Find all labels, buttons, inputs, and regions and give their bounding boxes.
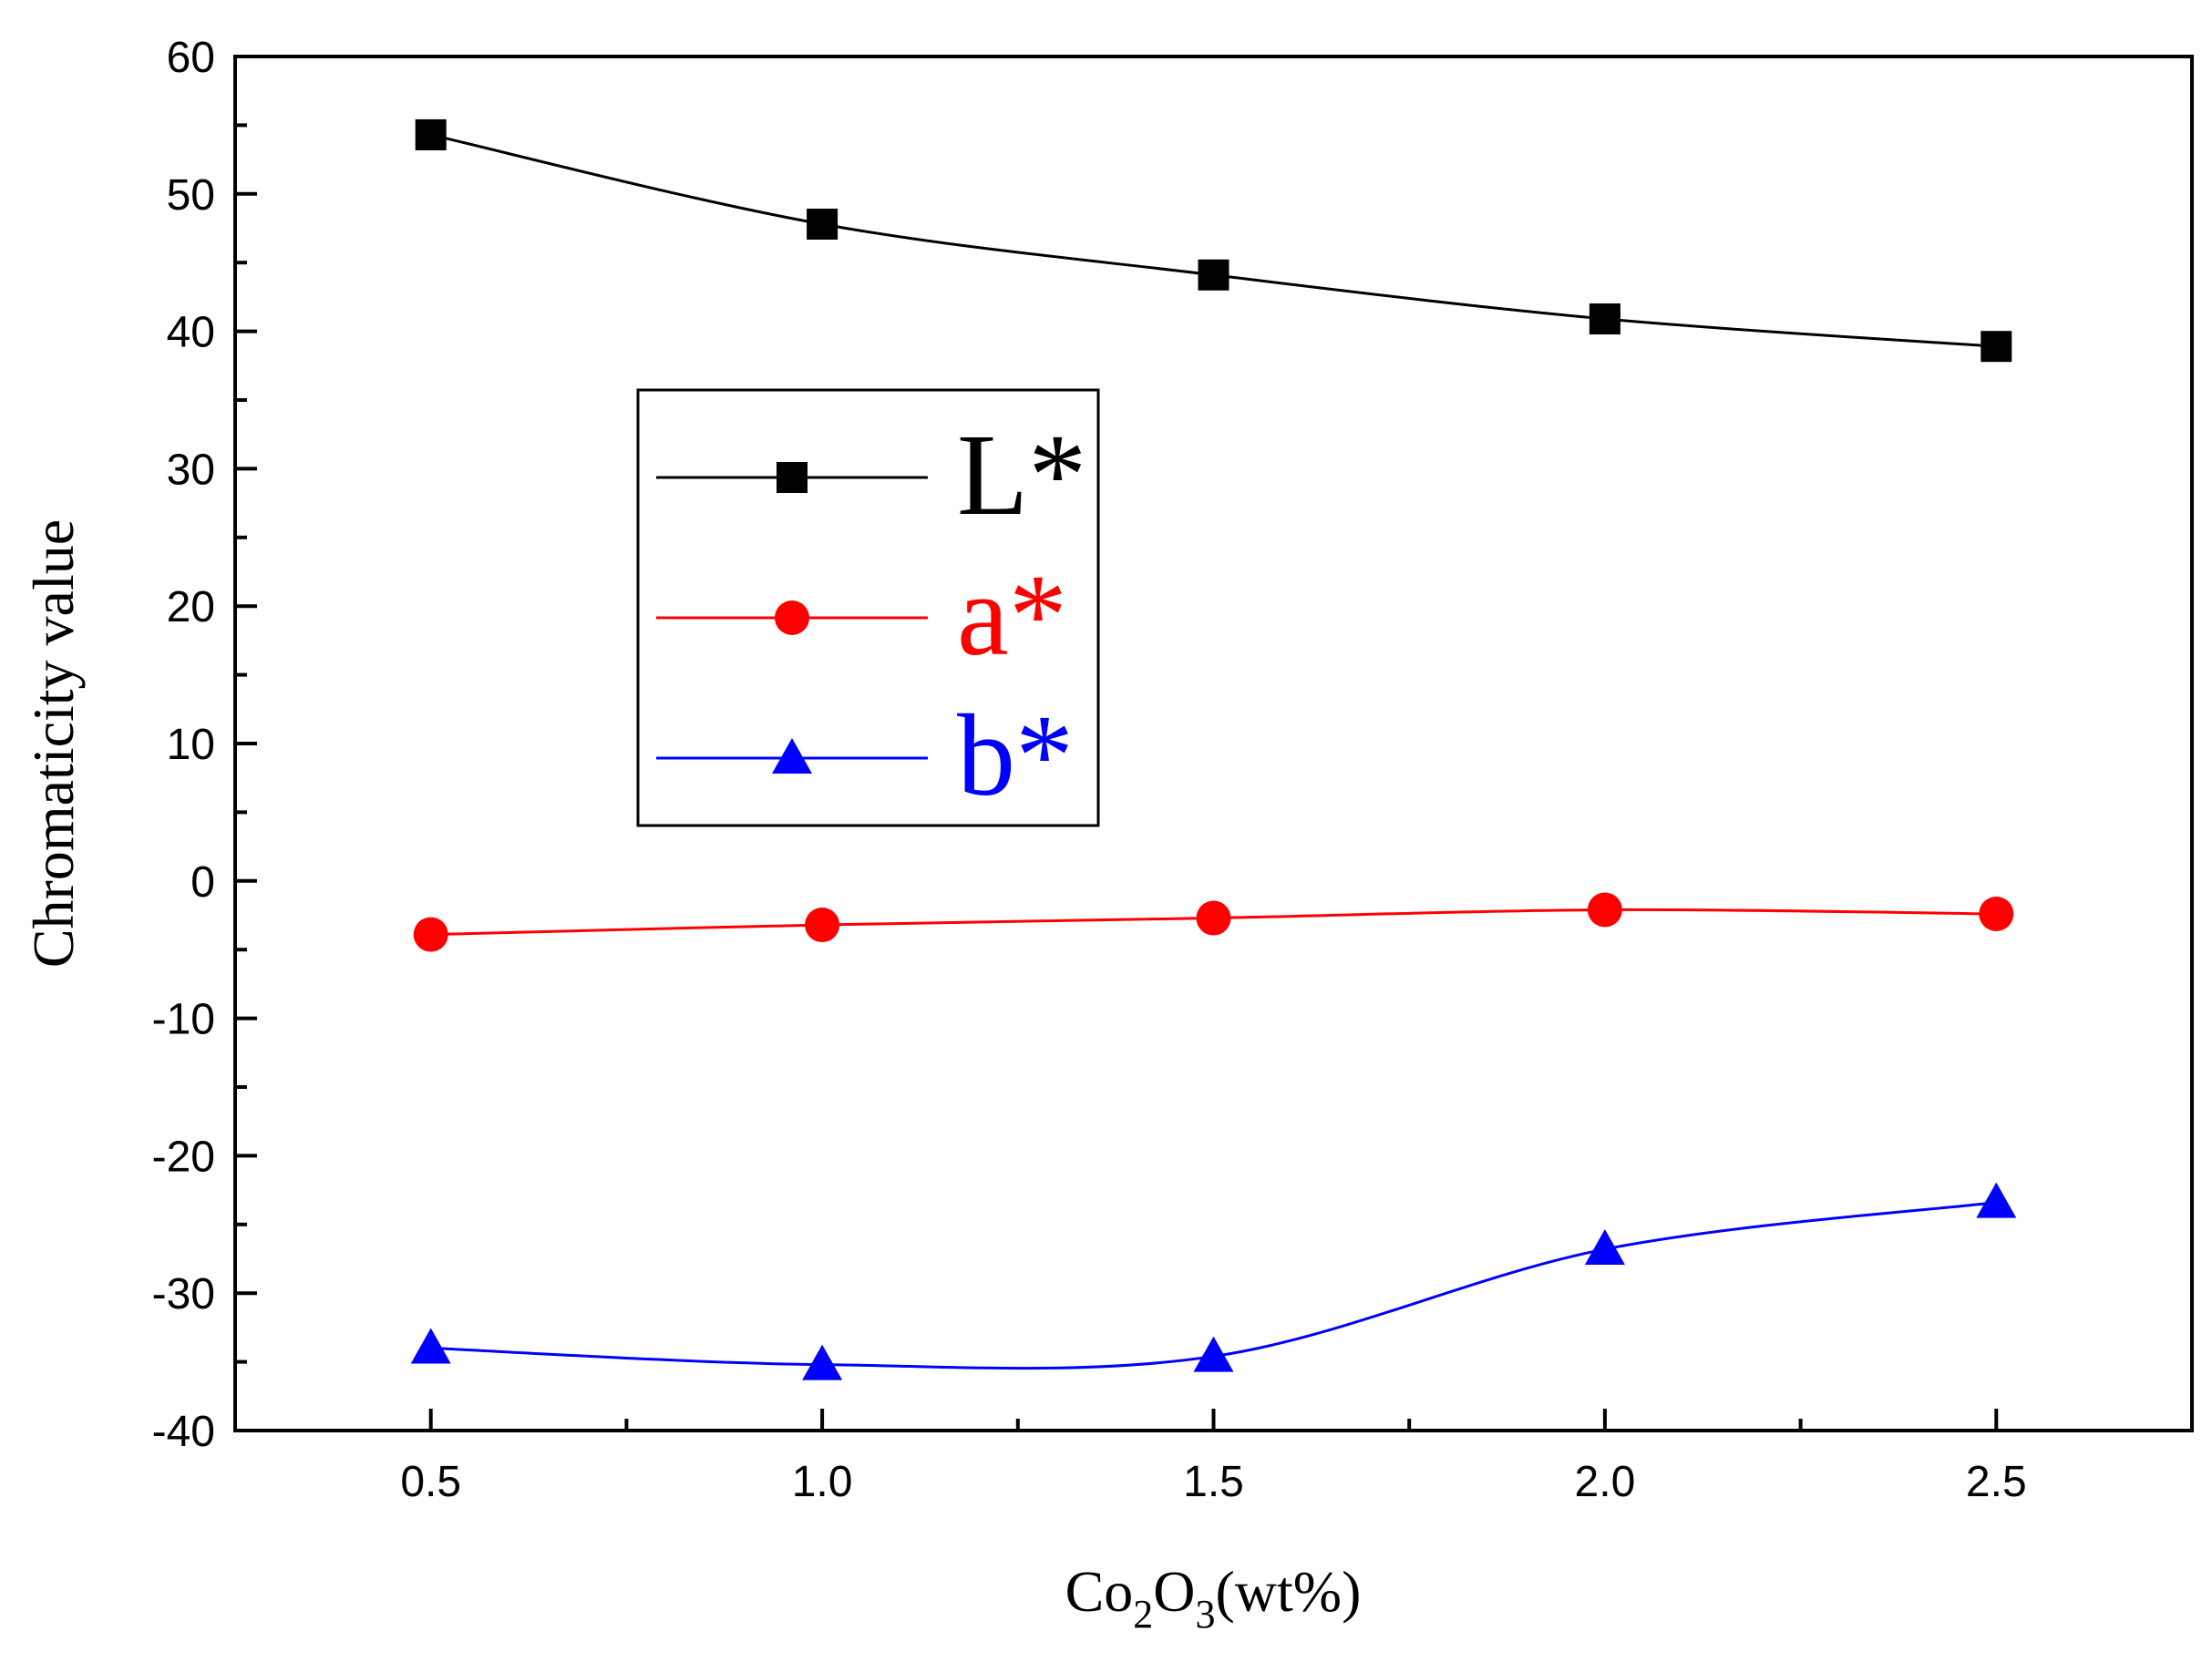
data-point-a	[805, 908, 840, 943]
legend-label-a: a*	[957, 550, 1067, 680]
y-tick-label: 30	[167, 446, 215, 494]
data-series	[410, 118, 2017, 1380]
data-point-l	[1198, 259, 1229, 291]
legend: L*a*b*	[636, 388, 1100, 827]
data-point-b	[410, 1328, 451, 1364]
data-point-a	[1979, 896, 2014, 931]
axis-ticks: 60 50 40 30 20 10 0 -10 -20 -30 -40 0.5 1.0 1.5 2.0 2.5	[152, 34, 2194, 1506]
data-point-a	[413, 917, 448, 952]
y-tick-label: 20	[167, 583, 215, 631]
y-tick-label: 0	[190, 858, 215, 907]
data-point-b	[802, 1344, 843, 1380]
y-tick-label: 10	[167, 721, 215, 769]
y-tick-label: -40	[152, 1408, 215, 1456]
x-tick-label: 2.5	[1966, 1458, 2027, 1506]
y-tick-label: 40	[167, 309, 215, 357]
data-point-a	[1196, 900, 1231, 936]
y-tick-label: 60	[167, 34, 215, 82]
y-tick-label: 50	[167, 171, 215, 220]
series-b	[410, 1182, 2017, 1380]
x-title-co: Co	[1065, 1559, 1134, 1624]
data-point-b	[1976, 1182, 2017, 1218]
y-tick-label: -30	[152, 1270, 215, 1318]
x-title-sub-2: 2	[1133, 1592, 1153, 1636]
data-point-l	[1981, 331, 2012, 363]
x-axis-title: Co2O3(wt%)	[1065, 1559, 1362, 1636]
data-point-b	[1193, 1336, 1234, 1372]
legend-marker-l	[777, 462, 808, 493]
data-point-a	[1587, 892, 1622, 928]
y-tick-label: -20	[152, 1133, 215, 1181]
data-point-l	[1589, 303, 1620, 335]
legend-label-b: b*	[957, 691, 1074, 820]
x-tick-label: 1.0	[792, 1458, 853, 1506]
series-l	[415, 118, 2012, 363]
x-tick-label: 0.5	[400, 1458, 461, 1506]
legend-label-l: L*	[957, 410, 1086, 539]
x-title-wt: (wt%)	[1215, 1559, 1361, 1624]
x-title-o: O	[1153, 1559, 1195, 1624]
series-a	[413, 892, 2014, 952]
legend-marker-b	[772, 738, 812, 774]
data-point-b	[1584, 1228, 1625, 1265]
legend-marker-a	[775, 600, 809, 635]
data-point-l	[807, 208, 839, 240]
y-axis-title: Chromaticity value	[21, 519, 86, 968]
x-tick-label: 1.5	[1183, 1458, 1244, 1506]
x-title-sub-3: 3	[1195, 1592, 1215, 1636]
y-tick-label: -10	[152, 996, 215, 1044]
series-line-l	[430, 133, 1997, 348]
legend-box	[636, 388, 1100, 827]
data-point-l	[415, 118, 447, 150]
x-tick-label: 2.0	[1575, 1458, 1636, 1506]
